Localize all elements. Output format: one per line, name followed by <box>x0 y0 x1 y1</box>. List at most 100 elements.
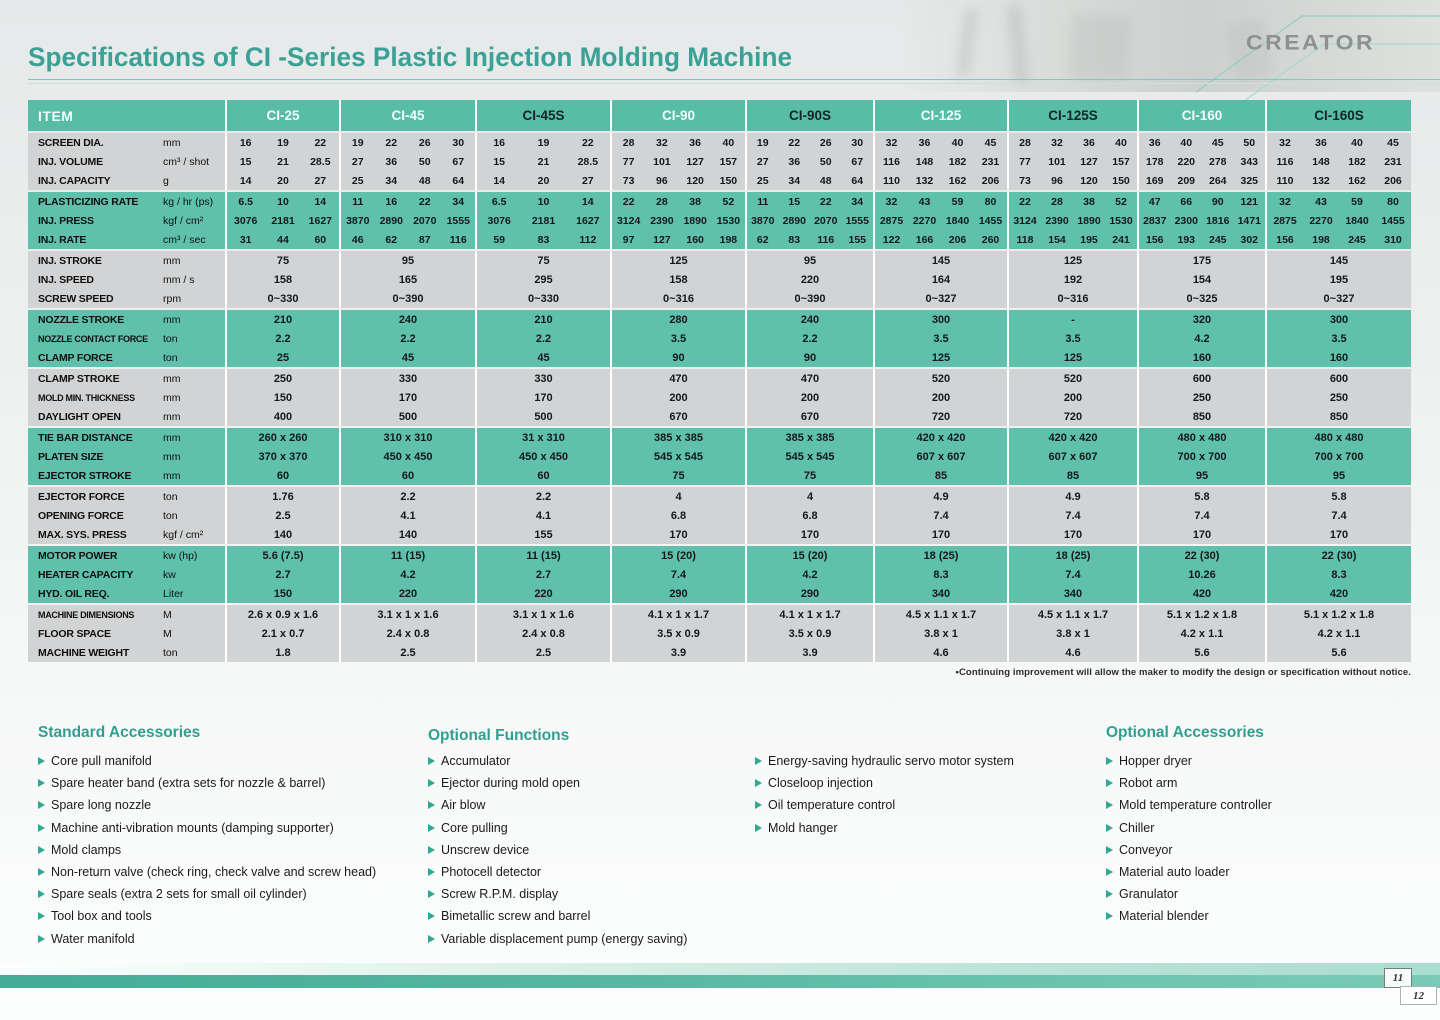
value-cell: 607 x 607 <box>1009 447 1139 466</box>
value-sub: 22 <box>622 195 635 208</box>
value-cell: 22 28 38 52 <box>612 192 747 211</box>
arrow-bullet-icon <box>428 823 435 832</box>
value-cell: 95 <box>747 251 875 270</box>
arrow-bullet-icon <box>38 890 45 899</box>
value-sub: 32 <box>885 195 898 208</box>
value-sub: 21 <box>277 155 289 168</box>
value-sub: 11 <box>757 195 769 208</box>
list-item: Water manifold <box>38 928 376 950</box>
value-cell: 600 <box>1139 369 1267 388</box>
value-cell: 11 (15) <box>477 546 612 565</box>
value-sub: 155 <box>848 233 867 246</box>
value-cell: 480 x 480 <box>1267 428 1411 447</box>
title-underline <box>28 79 1440 84</box>
value-sub: 40 <box>1180 136 1193 149</box>
value-cell: 195 <box>1267 270 1411 289</box>
value-sub: 28 <box>622 136 635 149</box>
value-sub: 28.5 <box>310 155 331 168</box>
page-number-tab-11: 11 <box>1384 968 1412 988</box>
value-cell: 0~327 <box>875 289 1009 308</box>
value-cell: 520 <box>1009 369 1139 388</box>
value-cell: 3.1 x 1 x 1.6 <box>477 605 612 624</box>
list-item: Spare heater band (extra sets for nozzle… <box>38 772 376 794</box>
list-item-label: Closeloop injection <box>768 776 873 791</box>
value-cell: 320 <box>1139 310 1267 329</box>
value-cell: 0~390 <box>341 289 477 308</box>
value-cell: 160 <box>1267 348 1411 367</box>
item-header-cell: ITEM <box>28 100 227 131</box>
value-cell: 385 x 385 <box>747 428 875 447</box>
value-cell: 420 x 420 <box>1009 428 1139 447</box>
list-item-label: Screw R.P.M. display <box>441 887 559 902</box>
value-sub: 14 <box>314 195 327 208</box>
value-cell: 4.2 x 1.1 <box>1139 624 1267 643</box>
value-cell: 75 <box>747 466 875 485</box>
value-sub: 264 <box>1208 174 1227 187</box>
row-unit: ton <box>163 329 227 348</box>
value-sub: 150 <box>719 174 738 187</box>
value-sub: 206 <box>1384 174 1402 187</box>
value-sub: 1816 <box>1206 214 1230 227</box>
value-cell: 4.2 x 1.1 <box>1267 624 1411 643</box>
optional-functions-heading: Optional Functions <box>428 727 570 744</box>
row-unit: rpm <box>163 289 227 308</box>
list-item-label: Variable displacement pump (energy savin… <box>441 931 688 946</box>
row-unit: mm / s <box>163 270 227 289</box>
arrow-bullet-icon <box>428 912 435 921</box>
value-sub: 45 <box>1211 136 1224 149</box>
value-sub: 36 <box>385 155 398 168</box>
value-sub: 6.5 <box>238 195 253 208</box>
value-sub: 50 <box>418 155 431 168</box>
list-item-label: Unscrew device <box>441 842 530 857</box>
value-sub: 28 <box>1051 195 1063 208</box>
row-unit: kgf / cm² <box>163 525 227 544</box>
value-cell: 385 x 385 <box>612 428 747 447</box>
value-sub: 77 <box>622 155 635 168</box>
value-sub: 40 <box>951 136 964 149</box>
value-sub: 150 <box>1112 174 1130 187</box>
value-sub: 22 <box>1019 195 1031 208</box>
list-item-label: Material blender <box>1119 909 1209 924</box>
list-item: Mold clamps <box>38 839 376 861</box>
value-sub: 3870 <box>346 214 370 227</box>
value-sub: 148 <box>1312 155 1330 168</box>
value-cell: 90 <box>747 348 875 367</box>
value-cell: 250 <box>1267 388 1411 407</box>
arrow-bullet-icon <box>755 823 762 832</box>
value-sub: 2390 <box>1045 214 1069 227</box>
value-sub: 14 <box>581 195 594 208</box>
value-cell: 850 <box>1267 407 1411 426</box>
value-cell: 7.4 <box>1009 506 1139 525</box>
value-sub: 198 <box>719 233 738 246</box>
value-cell: 720 <box>1009 407 1139 426</box>
list-item: Conveyor <box>1106 839 1272 861</box>
value-sub: 2890 <box>782 214 806 227</box>
value-cell: 300 <box>1267 310 1411 329</box>
value-cell: 220 <box>341 584 477 603</box>
value-cell: 95 <box>1267 466 1411 485</box>
table-row: INJ. VOLUME cm³ / shot 15 21 28.5 27 36 50 67 15 2… <box>28 152 1411 171</box>
value-cell: 45 <box>341 348 477 367</box>
row-unit: ton <box>163 487 227 506</box>
value-sub: 36 <box>1315 136 1327 149</box>
value-cell: 3.5 <box>1009 329 1139 348</box>
row-label: INJ. SPEED <box>28 270 163 289</box>
row-unit: kgf / cm² <box>163 211 227 230</box>
value-cell: 5.1 x 1.2 x 1.8 <box>1139 605 1267 624</box>
value-sub: 64 <box>452 174 465 187</box>
value-sub: 2300 <box>1174 214 1198 227</box>
row-unit: kw (hp) <box>163 546 227 565</box>
value-sub: 47 <box>1148 195 1161 208</box>
table-row: FLOOR SPACE M 2.1 x 0.7 2.4 x 0.8 2.4 x 0.8 3… <box>28 624 1411 643</box>
list-item: Energy-saving hydraulic servo motor syst… <box>755 750 1014 772</box>
value-cell: 14 20 27 <box>477 171 612 190</box>
value-sub: 31 <box>239 233 252 246</box>
value-sub: 59 <box>493 233 505 246</box>
value-cell: 2.4 x 0.8 <box>341 624 477 643</box>
value-cell: 2.2 <box>341 329 477 348</box>
table-row: OPENING FORCE ton 2.5 4.1 4.1 6.8 6.8 7.4 7.4 7.4… <box>28 506 1411 525</box>
list-item-label: Robot arm <box>1119 776 1178 791</box>
value-sub: 245 <box>1348 233 1366 246</box>
value-sub: 19 <box>537 136 550 149</box>
value-cell: 140 <box>341 525 477 544</box>
